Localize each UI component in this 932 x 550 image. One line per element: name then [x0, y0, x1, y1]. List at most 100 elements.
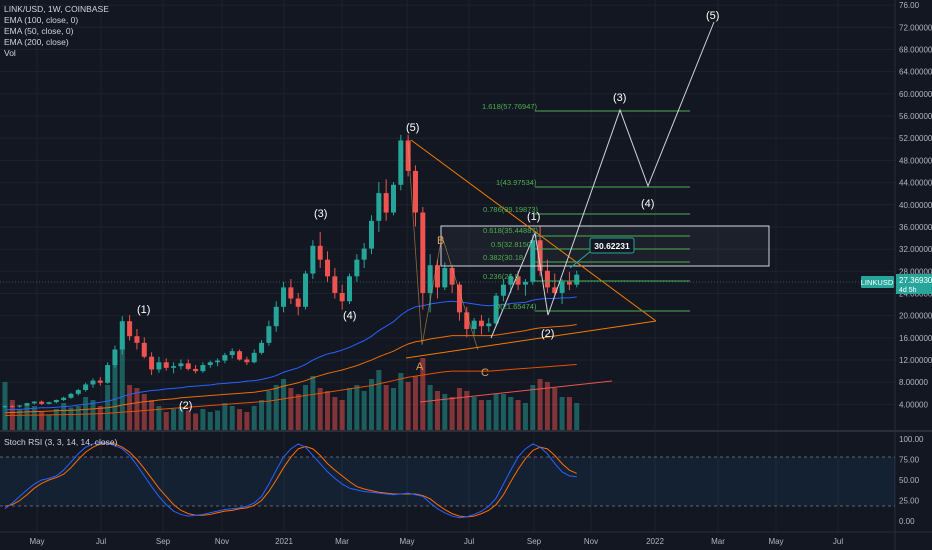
- volume-bar: [141, 394, 147, 430]
- volume-bar: [295, 394, 301, 430]
- candle-body: [229, 351, 235, 356]
- wave-label-4-proj: (4): [641, 198, 654, 210]
- volume-bar: [412, 376, 418, 430]
- time-tick-label: Jul: [833, 537, 843, 546]
- candle-body: [354, 259, 360, 277]
- candle-body: [141, 342, 147, 357]
- candle-body: [17, 405, 23, 407]
- price-tick-label: 68.00000: [899, 45, 932, 54]
- time-axis-ticks[interactable]: May Jul Sep Nov 2021 Mar May Jul Sep Nov 2022 Mar Ma…: [29, 537, 843, 546]
- candle-body: [207, 362, 213, 366]
- candle-body: [442, 267, 448, 288]
- volume-bar: [434, 391, 440, 430]
- volume-bar: [420, 358, 426, 430]
- price-tick-label: 44.00000: [899, 179, 932, 188]
- candle-body: [24, 403, 30, 406]
- fib-label-1618: 1.618(57.76947): [482, 102, 538, 111]
- candle-body: [347, 276, 353, 302]
- candle-body: [127, 321, 133, 337]
- candle-body: [522, 281, 528, 285]
- candle-body: [566, 281, 572, 285]
- volume-bar: [559, 397, 565, 430]
- volume-bar: [156, 406, 162, 430]
- price-axis-ticks[interactable]: 76.00 72.00000 68.00000 64.00000 60.00000 56.…: [899, 1, 932, 409]
- target-callout-box[interactable]: [589, 237, 635, 254]
- triangle-upper-line[interactable]: [410, 139, 657, 322]
- candle-body: [552, 287, 558, 293]
- symbol-tag: LINKUSD: [861, 278, 894, 287]
- ema200-line[interactable]: [4, 363, 577, 417]
- time-tick-label: May: [399, 537, 414, 546]
- volume-bar: [17, 409, 23, 430]
- candle-body: [259, 342, 265, 353]
- chart-legend: LINK/USD, 1W, COINBASE EMA (100, close, …: [4, 4, 109, 59]
- candle-body: [420, 212, 426, 293]
- candle-body: [427, 265, 433, 293]
- volume-bar: [273, 385, 279, 430]
- abc-correction-path[interactable]: [407, 142, 479, 351]
- volume-bar: [112, 364, 118, 430]
- candle-body: [369, 220, 374, 249]
- stoch-rsi-legend[interactable]: Stoch RSI (3, 3, 14, 14, close): [4, 437, 118, 447]
- volume-bar: [119, 340, 125, 430]
- price-tick-label: 52.00000: [899, 134, 932, 143]
- time-tick-label: Nov: [584, 537, 598, 546]
- volume-bar: [478, 400, 484, 430]
- volume-bar: [61, 403, 67, 430]
- volume-bar: [317, 388, 323, 430]
- candle-body: [405, 140, 411, 171]
- volume-bar: [237, 409, 243, 430]
- candle-body: [537, 240, 543, 271]
- price-tick-label: 12.00000: [899, 356, 932, 365]
- candle-body: [90, 380, 96, 385]
- candle-body: [222, 355, 228, 361]
- time-tick-label: Sep: [156, 537, 171, 546]
- price-tick-label: 56.00000: [899, 112, 932, 121]
- volume-bar: [493, 394, 499, 430]
- wave-label-1-new: (1): [527, 211, 540, 223]
- price-tick-label: 16.00000: [899, 334, 932, 343]
- time-tick-label: Jul: [96, 537, 106, 546]
- ema50-legend[interactable]: EMA (50, close, 0): [4, 26, 74, 36]
- volume-bar: [574, 403, 580, 430]
- candle-body: [156, 362, 162, 370]
- volume-bar: [171, 409, 177, 430]
- candle-body: [237, 351, 243, 360]
- wave-label-5-2021: (5): [406, 122, 419, 134]
- wave-label-1-2020: (1): [137, 304, 150, 316]
- ema200-legend[interactable]: EMA (200, close): [4, 37, 69, 47]
- candle-body: [310, 245, 316, 274]
- symbol-title[interactable]: LINK/USD, 1W, COINBASE: [4, 4, 109, 14]
- ema50-line[interactable]: [4, 296, 577, 411]
- volume-bar: [251, 406, 257, 430]
- volume-bars: [2, 340, 580, 430]
- elliott-wave-projection[interactable]: [490, 21, 715, 339]
- triangle-lower-line[interactable]: [405, 320, 657, 359]
- time-tick-label: 2021: [275, 537, 293, 546]
- volume-bar: [405, 382, 411, 430]
- volume-bar: [163, 412, 169, 430]
- volume-bar: [24, 403, 30, 430]
- price-tick-label: 48.00000: [899, 156, 932, 165]
- candle-body: [149, 356, 155, 370]
- volume-bar: [185, 410, 191, 430]
- ema100-line[interactable]: [4, 324, 577, 414]
- time-tick-label: 2022: [646, 537, 664, 546]
- candle-body: [288, 287, 294, 299]
- volume-bar: [83, 397, 89, 430]
- candle-body: [281, 287, 287, 307]
- target-zone-rectangle[interactable]: [440, 225, 770, 267]
- candle-body: [68, 393, 74, 398]
- ema100-legend[interactable]: EMA (100, close, 0): [4, 15, 79, 25]
- candle-body: [193, 368, 199, 372]
- candle-body: [456, 284, 462, 313]
- price-tick-label: 60.00000: [899, 90, 932, 99]
- candle-body: [515, 276, 521, 285]
- volume-bar: [464, 391, 470, 430]
- volume-legend[interactable]: Vol: [4, 48, 16, 58]
- price-tick-label: 76.00: [899, 1, 920, 10]
- volume-bar: [97, 406, 103, 430]
- candle-body: [53, 399, 59, 403]
- fib-label-05: 0.5(32.8150: [491, 240, 531, 249]
